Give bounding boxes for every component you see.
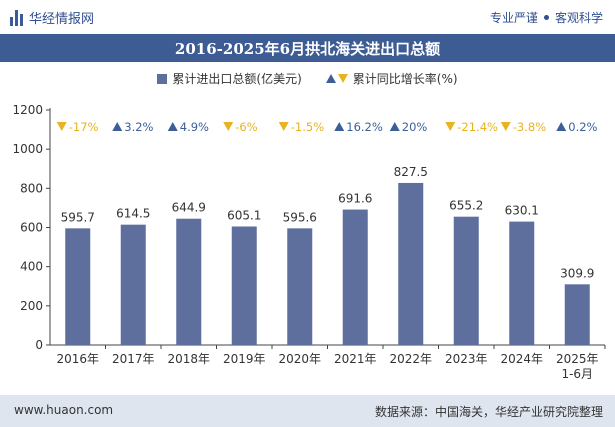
growth-up-marker: [556, 122, 567, 131]
growth-label: 20%: [402, 120, 428, 134]
chart-title: 2016-2025年6月拱北海关进出口总额: [174, 39, 441, 58]
legend-growth-label: 累计同比增长率(%): [352, 72, 458, 86]
growth-down-marker: [223, 122, 234, 131]
slogan: 专业严谨 客观科学: [490, 9, 603, 26]
x-category-label: 2022年: [389, 352, 432, 366]
growth-up-marker: [389, 122, 400, 131]
top-bar: 华经情报网 专业严谨 客观科学: [0, 0, 615, 34]
bar: [176, 218, 202, 345]
y-tick-label: 1000: [12, 142, 43, 156]
growth-down-marker: [56, 122, 67, 131]
chart-bars: [65, 182, 590, 345]
x-category-label: 2018年: [167, 352, 210, 366]
bar: [453, 216, 479, 345]
y-tick-label: 200: [20, 299, 43, 313]
brand-logo[interactable]: 华经情报网: [10, 8, 94, 27]
y-tick-label: 600: [20, 221, 43, 235]
growth-label: 3.2%: [124, 120, 153, 134]
x-category-label: 2025年 1-6月: [556, 352, 599, 381]
y-tick-label: 800: [20, 181, 43, 195]
bar: [564, 284, 590, 345]
x-category-label: 2016年: [56, 352, 99, 366]
legend: 累计进出口总额(亿美元) 累计同比增长率(%): [0, 70, 615, 87]
growth-down-marker: [445, 122, 456, 131]
triangle-up-icon: [325, 74, 336, 83]
y-tick-label: 1200: [12, 103, 43, 117]
slogan-left: 专业严谨: [489, 11, 538, 25]
legend-item-bar: 累计进出口总额(亿美元): [157, 70, 302, 87]
x-category-label: 2024年: [500, 352, 543, 366]
triangle-down-icon: [337, 74, 348, 83]
growth-label: -21.4%: [457, 120, 498, 134]
footer: www.huaon.com 数据来源：中国海关，华经产业研究院整理: [0, 395, 615, 427]
bar-value-label: 614.5: [116, 207, 150, 221]
brand-name: 华经情报网: [29, 12, 95, 27]
growth-down-marker: [500, 122, 511, 131]
bar-value-label: 595.6: [283, 210, 317, 224]
growth-label: -3.8%: [513, 120, 546, 134]
x-category-label: 2023年: [445, 352, 488, 366]
bar: [398, 182, 424, 345]
x-category-label: 2019年: [223, 352, 266, 366]
legend-bar-label: 累计进出口总额(亿美元): [172, 72, 302, 86]
slogan-right: 客观科学: [554, 11, 603, 25]
x-category-label: 2021年: [334, 352, 377, 366]
footer-website[interactable]: www.huaon.com: [14, 403, 114, 417]
growth-label: 0.2%: [568, 120, 597, 134]
growth-label: -1.5%: [291, 120, 324, 134]
bar-value-label: 827.5: [394, 165, 428, 179]
bar-value-label: 655.2: [449, 199, 483, 213]
x-category-label: 2020年: [278, 352, 321, 366]
bar-value-label: 309.9: [560, 266, 594, 280]
bar-chart: 0 200 400 600 800 1000 1200 595.7 2016年 -17% 614.…: [12, 103, 606, 381]
logo-bars-icon: [10, 9, 24, 26]
growth-up-marker: [334, 122, 345, 131]
y-tick-label: 400: [20, 260, 43, 274]
bar-value-label: 605.1: [227, 209, 261, 223]
y-tick-label: 0: [35, 338, 43, 352]
bar: [509, 221, 535, 345]
title-bar: 2016-2025年6月拱北海关进出口总额: [0, 34, 615, 62]
legend-item-growth: 累计同比增长率(%): [325, 70, 458, 87]
growth-label: 16.2%: [346, 120, 383, 134]
growth-label: -17%: [69, 120, 99, 134]
slogan-dot-icon: [543, 15, 549, 20]
bar: [65, 228, 91, 345]
bar-value-label: 644.9: [172, 201, 206, 215]
footer-source: 数据来源：中国海关，华经产业研究院整理: [374, 405, 603, 419]
legend-bar-swatch: [157, 73, 168, 84]
growth-label: -6%: [235, 120, 257, 134]
growth-up-marker: [167, 122, 178, 131]
bar: [287, 228, 313, 345]
chart-labels: 595.7 2016年 -17% 614.5 2017年 3.2% 644.9 2018年 4.…: [56, 120, 598, 381]
growth-down-marker: [278, 122, 289, 131]
bar: [342, 209, 368, 345]
bar: [120, 224, 146, 345]
growth-up-marker: [112, 122, 123, 131]
growth-label: 4.9%: [180, 120, 209, 134]
bar-value-label: 630.1: [505, 204, 539, 218]
bar: [231, 226, 257, 345]
x-category-label: 2017年: [112, 352, 155, 366]
bar-value-label: 691.6: [338, 192, 372, 206]
bar-value-label: 595.7: [61, 210, 95, 224]
